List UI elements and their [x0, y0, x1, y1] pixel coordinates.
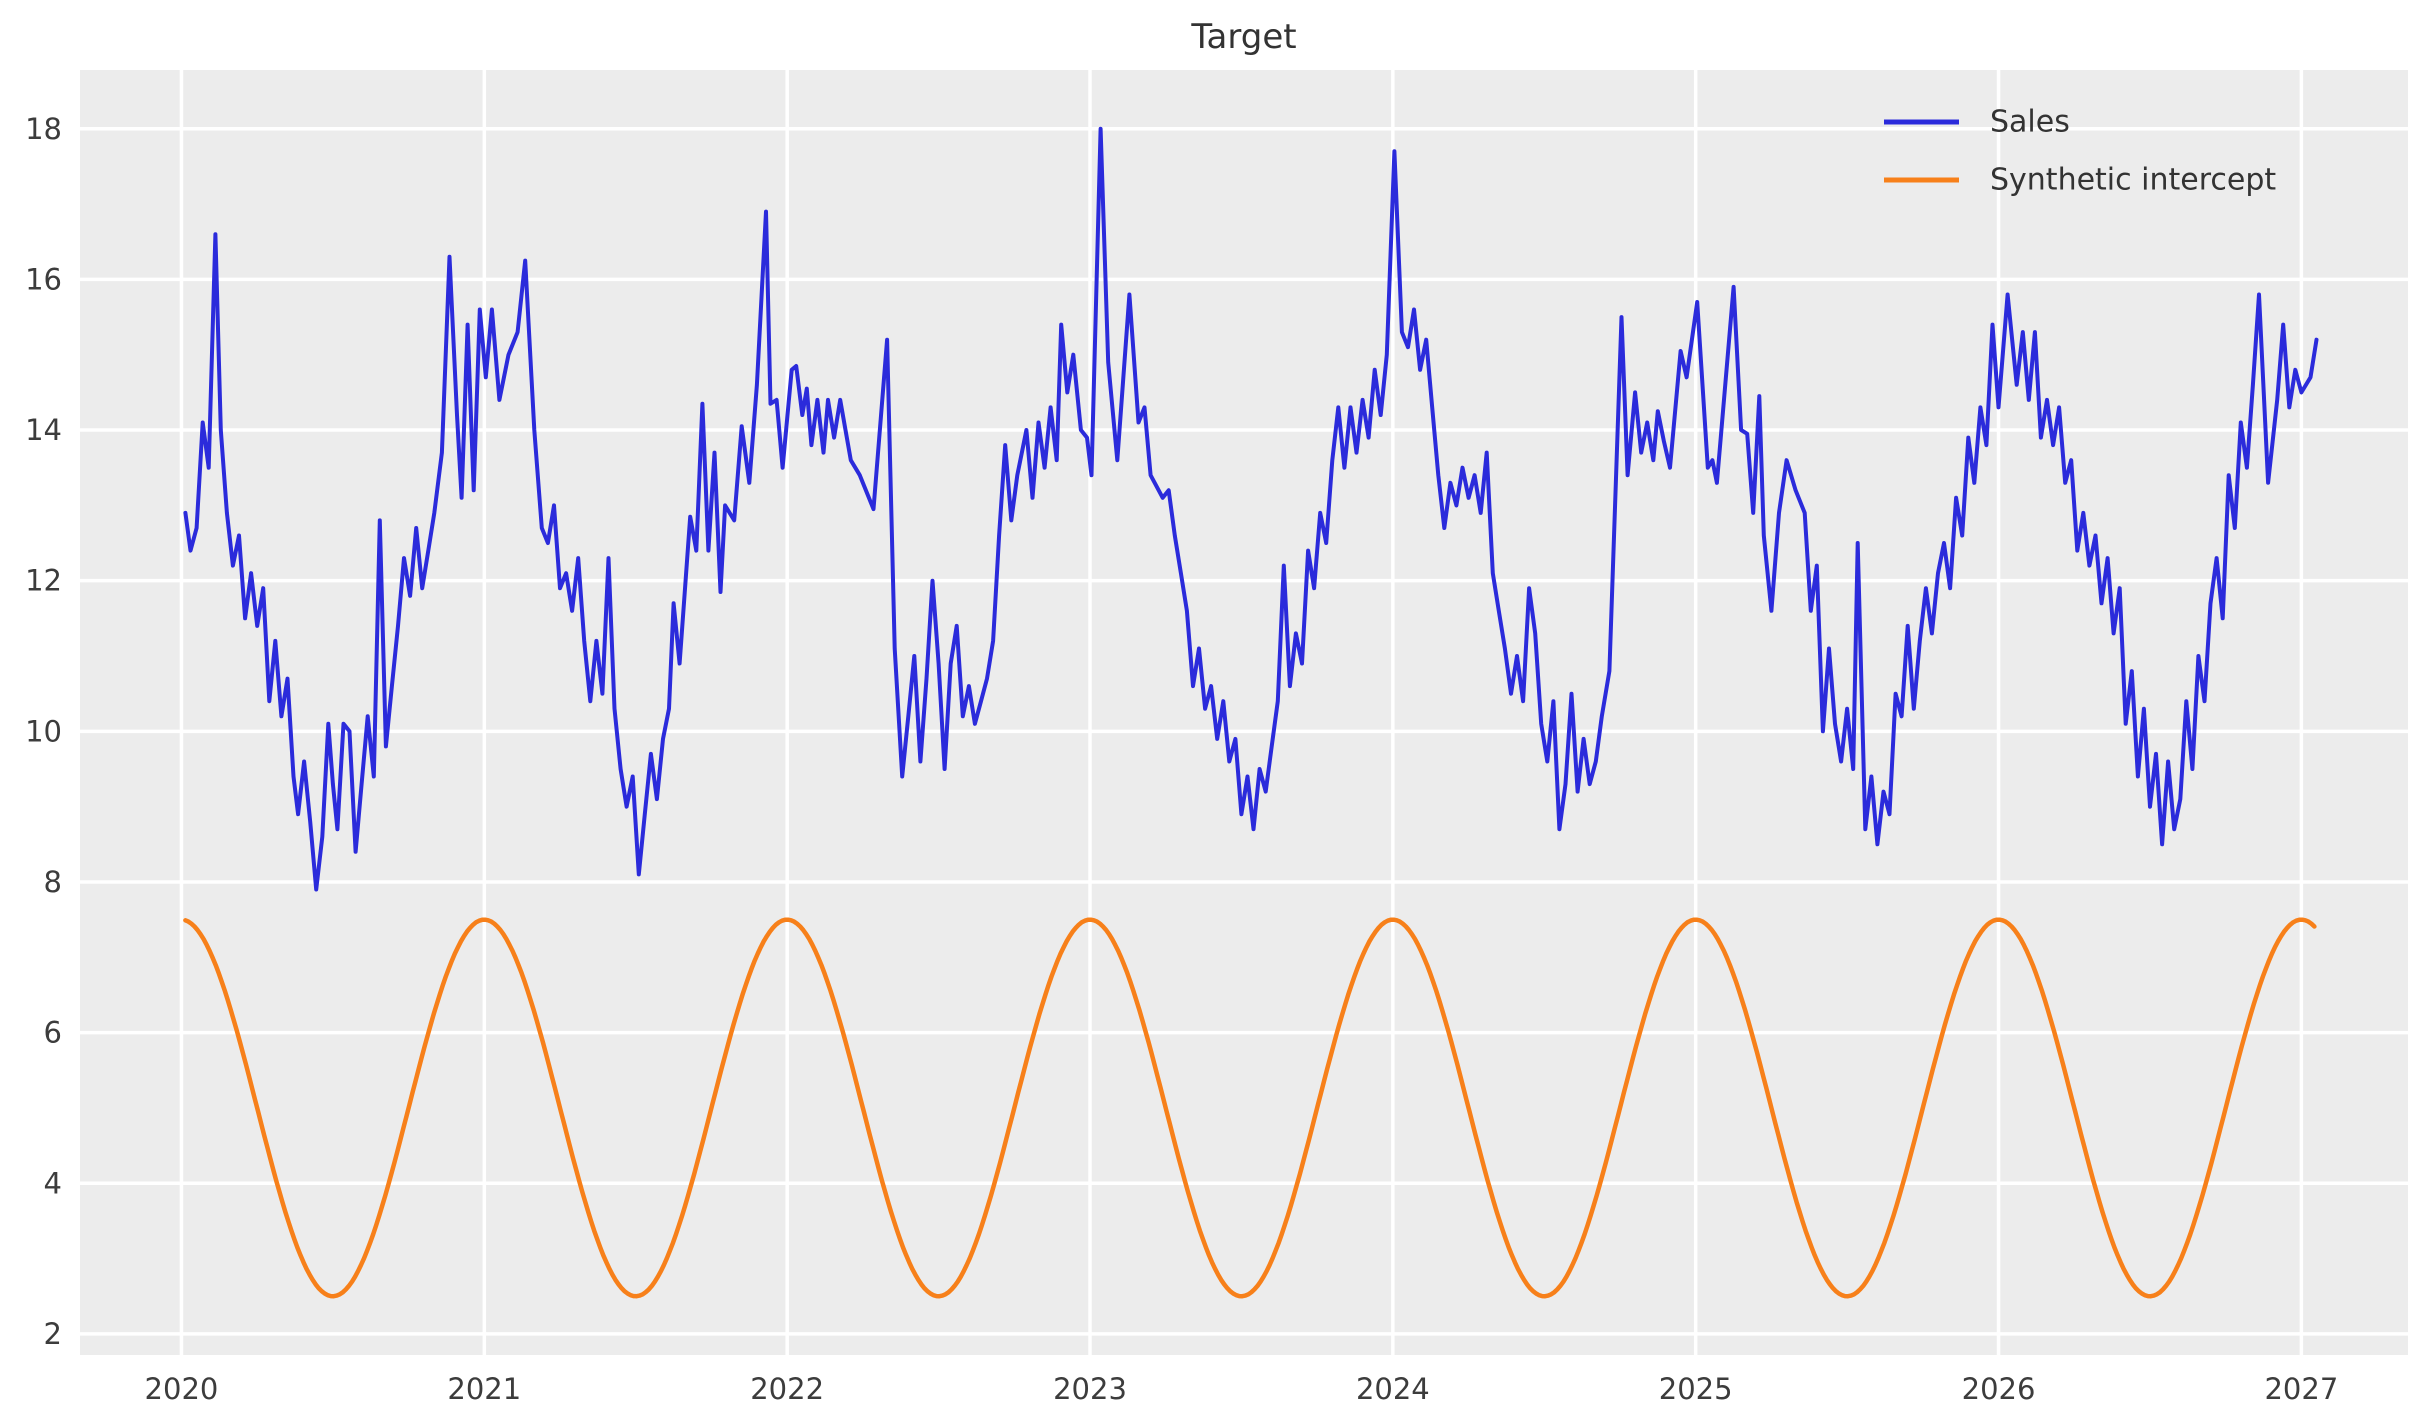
- y-axis-tick-labels: 2 4 6 8 10 12 14 16 18: [25, 112, 62, 1351]
- x-tick-label: 2027: [2264, 1372, 2338, 1406]
- y-tick-label: 18: [25, 112, 62, 146]
- x-tick-label: 2020: [145, 1372, 219, 1406]
- legend-synthetic-intercept-label: Synthetic intercept: [1990, 163, 2276, 198]
- x-tick-label: 2026: [1962, 1372, 2036, 1406]
- y-tick-label: 6: [44, 1016, 62, 1050]
- series-lines: [183, 126, 2319, 1299]
- legend: Sales Synthetic intercept: [1884, 105, 2276, 198]
- x-tick-label: 2021: [447, 1372, 521, 1406]
- legend-sales-label: Sales: [1990, 105, 2070, 140]
- y-tick-label: 2: [44, 1317, 62, 1351]
- y-tick-label: 4: [44, 1166, 62, 1200]
- y-tick-label: 14: [25, 413, 62, 447]
- y-tick-label: 8: [44, 865, 62, 899]
- x-tick-label: 2022: [750, 1372, 824, 1406]
- x-tick-label: 2025: [1659, 1372, 1733, 1406]
- y-tick-label: 16: [25, 262, 62, 296]
- x-axis-tick-labels: 2020 2021 2022 2023 2024 2025 2026 2027: [145, 1372, 2339, 1406]
- chart-title: Target: [1190, 17, 1296, 57]
- y-tick-label: 12: [25, 564, 62, 598]
- plot-area: [80, 70, 2408, 1355]
- sales-line: [183, 126, 2319, 892]
- x-tick-label: 2023: [1053, 1372, 1127, 1406]
- x-tick-label: 2024: [1356, 1372, 1430, 1406]
- synthetic-intercept-line: [183, 917, 2317, 1299]
- gridlines: [80, 70, 2408, 1355]
- y-tick-label: 10: [25, 714, 62, 748]
